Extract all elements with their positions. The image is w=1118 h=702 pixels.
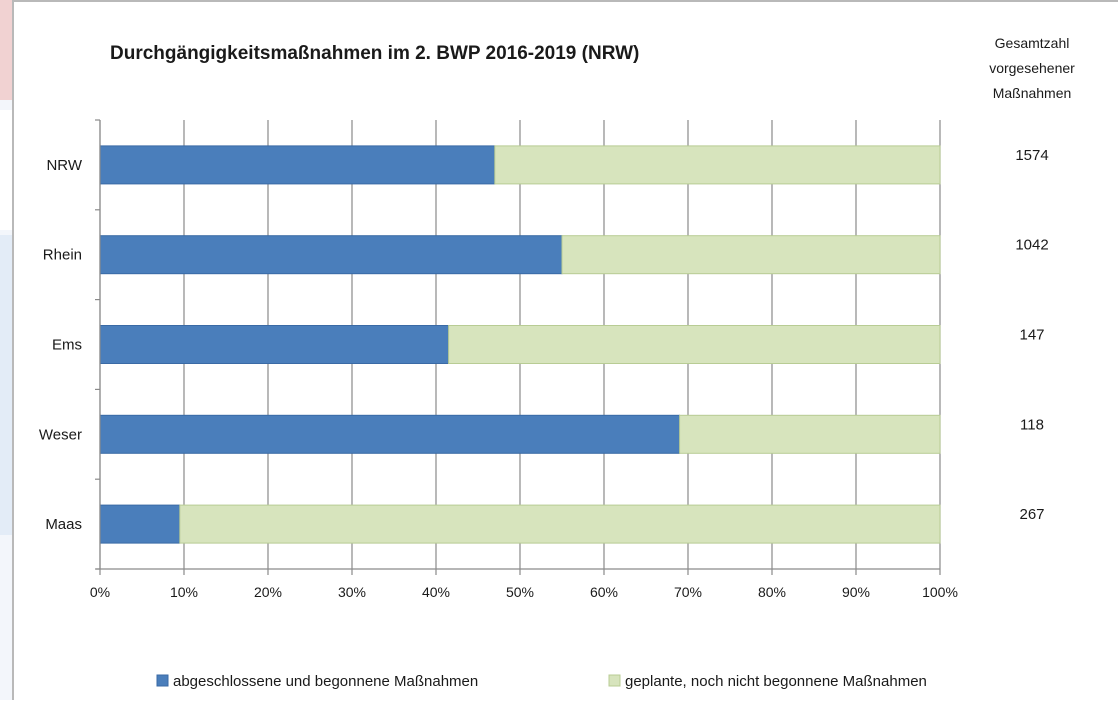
chart-legend: abgeschlossene und begonnene Maßnahmen ge… (156, 673, 927, 690)
legend-swatch-series-1 (156, 674, 169, 687)
x-tick-label: 40% (422, 584, 450, 600)
legend-label-series-1: abgeschlossene und begonnene Maßnahmen (173, 673, 478, 690)
bar-segment-weser-series-2 (679, 414, 941, 454)
chart-canvas: Durchgängigkeitsmaßnahmen im 2. BWP 2016… (39, 35, 1075, 690)
category-label-weser: Weser (39, 426, 82, 443)
x-tick-label: 10% (170, 584, 198, 600)
x-tick-label: 90% (842, 584, 870, 600)
total-value-nrw: 1574 (1015, 147, 1048, 164)
x-tick-label: 70% (674, 584, 702, 600)
bar-segment-maas-series-1 (99, 504, 181, 544)
bar-segment-ems-series-2 (448, 325, 941, 364)
total-value-maas: 267 (1019, 506, 1044, 523)
legend-label-series-2: geplante, noch nicht begonnene Maßnahmen (625, 673, 927, 690)
bar-segment-ems-series-1 (99, 325, 450, 364)
category-label-ems: Ems (52, 337, 82, 354)
category-label-maas: Maas (45, 516, 82, 533)
x-tick-label: 60% (590, 584, 618, 600)
category-label-nrw: NRW (46, 157, 82, 174)
totals-header: Gesamtzahl vorgesehener Maßnahmen (989, 35, 1075, 101)
left-strip-red-block (0, 0, 12, 100)
x-axis-ticks: 0% 10% 20% 30% 40% 50% 60% 70% 80% 90% 100% (90, 584, 958, 600)
left-strip-blue-block (0, 235, 12, 535)
bar-segment-nrw-series-2 (494, 145, 941, 185)
bar-segment-maas-series-2 (179, 504, 941, 544)
chart-title: Durchgängigkeitsmaßnahmen im 2. BWP 2016… (110, 43, 639, 64)
category-labels: NRW Rhein Ems Weser Maas (39, 157, 83, 533)
x-tick-label: 100% (922, 584, 958, 600)
totals-column: 1574 1042 147 118 267 (1015, 147, 1048, 523)
category-label-rhein: Rhein (43, 247, 82, 264)
totals-header-line: Gesamtzahl (995, 35, 1070, 51)
left-strip-white-block (0, 110, 12, 230)
chart-frame: Durchgängigkeitsmaßnahmen im 2. BWP 2016… (12, 0, 1118, 700)
bar-segment-weser-series-1 (99, 414, 681, 454)
chart-axes (95, 119, 940, 570)
x-tick-label: 50% (506, 584, 534, 600)
total-value-rhein: 1042 (1015, 237, 1048, 254)
x-tick-label: 80% (758, 584, 786, 600)
totals-header-line: Maßnahmen (993, 85, 1072, 101)
bar-segment-rhein-series-2 (561, 235, 941, 275)
legend-swatch-series-2 (608, 674, 621, 687)
bar-segment-nrw-series-1 (99, 145, 496, 185)
total-value-ems: 147 (1019, 327, 1044, 344)
totals-header-line: vorgesehener (989, 60, 1075, 76)
x-tick-label: 30% (338, 584, 366, 600)
total-value-weser: 118 (1020, 416, 1044, 433)
x-tick-label: 20% (254, 584, 282, 600)
bar-segment-rhein-series-1 (99, 235, 563, 275)
x-tick-label: 0% (90, 584, 110, 600)
left-window-strip (0, 0, 12, 700)
